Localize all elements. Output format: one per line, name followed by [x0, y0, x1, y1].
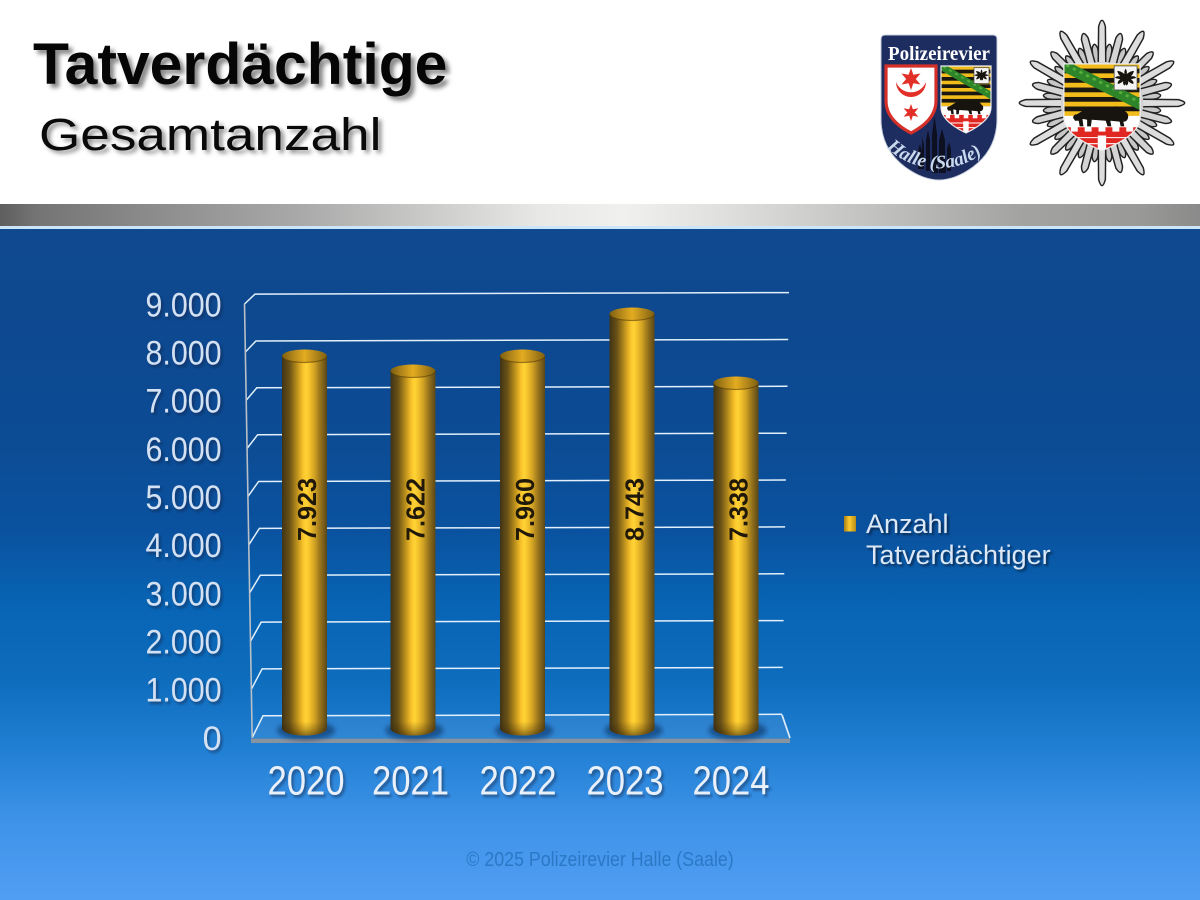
- svg-text:7.000: 7.000: [146, 383, 222, 421]
- svg-text:2.000: 2.000: [146, 624, 222, 662]
- svg-text:2023: 2023: [587, 758, 664, 804]
- svg-text:7.923: 7.923: [292, 478, 322, 541]
- svg-text:2021: 2021: [372, 758, 449, 804]
- svg-text:0: 0: [203, 720, 222, 758]
- svg-text:1.000: 1.000: [146, 672, 222, 710]
- svg-text:9.000: 9.000: [146, 286, 222, 324]
- svg-text:3.000: 3.000: [146, 575, 222, 613]
- svg-text:8.000: 8.000: [146, 335, 222, 373]
- svg-text:2022: 2022: [480, 758, 557, 804]
- svg-text:4.000: 4.000: [146, 527, 222, 565]
- svg-text:7.960: 7.960: [510, 478, 540, 541]
- svg-text:5.000: 5.000: [146, 479, 222, 517]
- svg-text:7.622: 7.622: [401, 478, 431, 541]
- svg-text:8.743: 8.743: [620, 478, 650, 541]
- svg-text:Polizeirevier: Polizeirevier: [888, 43, 990, 65]
- svg-text:2020: 2020: [268, 758, 345, 804]
- svg-text:2024: 2024: [693, 758, 770, 804]
- svg-text:7.338: 7.338: [724, 478, 754, 541]
- svg-text:6.000: 6.000: [146, 431, 222, 469]
